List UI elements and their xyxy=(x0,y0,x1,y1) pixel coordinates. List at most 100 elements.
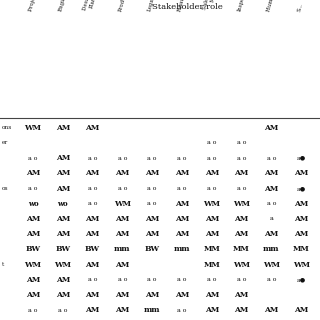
Text: AM: AM xyxy=(175,215,189,223)
Text: AM: AM xyxy=(204,291,219,299)
Text: AM: AM xyxy=(56,185,70,193)
Text: a o: a o xyxy=(147,201,157,206)
Text: Financial: Financial xyxy=(177,0,188,12)
Text: mm: mm xyxy=(174,245,190,253)
Text: AM: AM xyxy=(85,169,100,177)
Text: AM: AM xyxy=(145,169,159,177)
Text: AM: AM xyxy=(264,124,278,132)
Text: AM: AM xyxy=(175,200,189,208)
Text: AM: AM xyxy=(56,124,70,132)
Text: AM: AM xyxy=(85,215,100,223)
Text: AM: AM xyxy=(56,154,70,162)
Text: Production: Production xyxy=(117,0,130,12)
Text: a o: a o xyxy=(147,186,157,191)
Text: a o: a o xyxy=(28,308,38,313)
Text: a o: a o xyxy=(147,277,157,283)
Text: a o: a o xyxy=(177,186,187,191)
Text: AM: AM xyxy=(85,306,100,314)
Text: WM: WM xyxy=(233,200,250,208)
Text: a●: a● xyxy=(296,186,306,191)
Text: mm: mm xyxy=(114,245,131,253)
Text: a o: a o xyxy=(207,186,216,191)
Text: AM: AM xyxy=(26,276,40,284)
Text: S...: S... xyxy=(296,2,303,12)
Text: MM: MM xyxy=(203,245,220,253)
Text: Legal: Legal xyxy=(147,0,156,12)
Text: a o: a o xyxy=(207,156,216,161)
Text: a o: a o xyxy=(117,277,127,283)
Text: a o: a o xyxy=(147,156,157,161)
Text: a o: a o xyxy=(177,277,187,283)
Text: WM: WM xyxy=(24,261,41,269)
Text: AM: AM xyxy=(264,306,278,314)
Text: AM: AM xyxy=(204,230,219,238)
Text: AM: AM xyxy=(234,291,249,299)
Text: a o: a o xyxy=(88,277,97,283)
Text: wo: wo xyxy=(28,200,38,208)
Text: er: er xyxy=(2,140,8,145)
Text: AM: AM xyxy=(294,306,308,314)
Text: a o: a o xyxy=(88,186,97,191)
Text: AM: AM xyxy=(115,261,129,269)
Text: a o: a o xyxy=(28,156,38,161)
Text: a o: a o xyxy=(267,277,276,283)
Text: AM: AM xyxy=(85,291,100,299)
Text: Design and
Planning: Design and Planning xyxy=(83,0,101,12)
Text: WM: WM xyxy=(114,200,131,208)
Text: AM: AM xyxy=(264,230,278,238)
Text: AM: AM xyxy=(145,230,159,238)
Text: Stakeholder role: Stakeholder role xyxy=(153,3,223,11)
Text: a o: a o xyxy=(58,308,68,313)
Text: a o: a o xyxy=(207,140,216,145)
Text: a o: a o xyxy=(117,186,127,191)
Text: a o: a o xyxy=(267,201,276,206)
Text: AM: AM xyxy=(145,291,159,299)
Text: AM: AM xyxy=(204,306,219,314)
Text: AM: AM xyxy=(175,230,189,238)
Text: mm: mm xyxy=(263,245,280,253)
Text: a●: a● xyxy=(296,277,306,283)
Text: BW: BW xyxy=(145,245,160,253)
Text: a o: a o xyxy=(177,308,187,313)
Text: Engineers: Engineers xyxy=(58,0,70,12)
Text: WM: WM xyxy=(203,200,220,208)
Text: AM: AM xyxy=(204,169,219,177)
Text: WM: WM xyxy=(233,261,250,269)
Text: Project Manager: Project Manager xyxy=(28,0,45,12)
Text: a o: a o xyxy=(237,140,246,145)
Text: AM: AM xyxy=(56,215,70,223)
Text: AM: AM xyxy=(85,124,100,132)
Text: AM: AM xyxy=(115,306,129,314)
Text: WM: WM xyxy=(263,261,280,269)
Text: AM: AM xyxy=(115,291,129,299)
Text: AM: AM xyxy=(204,215,219,223)
Text: AM: AM xyxy=(294,215,308,223)
Text: os: os xyxy=(2,186,9,191)
Text: MM: MM xyxy=(293,245,309,253)
Text: Human resource: Human resource xyxy=(267,0,284,12)
Text: AM: AM xyxy=(234,306,249,314)
Text: wo: wo xyxy=(57,200,68,208)
Text: a o: a o xyxy=(88,156,97,161)
Text: AM: AM xyxy=(56,169,70,177)
Text: a o: a o xyxy=(177,156,187,161)
Text: a o: a o xyxy=(207,277,216,283)
Text: AM: AM xyxy=(56,276,70,284)
Text: AM: AM xyxy=(26,291,40,299)
Text: a o: a o xyxy=(237,186,246,191)
Text: WM: WM xyxy=(54,261,71,269)
Text: AM: AM xyxy=(264,169,278,177)
Text: AM: AM xyxy=(85,261,100,269)
Text: AM: AM xyxy=(294,230,308,238)
Text: AM: AM xyxy=(294,200,308,208)
Text: AM: AM xyxy=(115,215,129,223)
Text: a●: a● xyxy=(296,156,306,161)
Text: AM: AM xyxy=(234,230,249,238)
Text: BW: BW xyxy=(85,245,100,253)
Text: a o: a o xyxy=(267,156,276,161)
Text: AM: AM xyxy=(85,230,100,238)
Text: a o: a o xyxy=(88,201,97,206)
Text: mm: mm xyxy=(144,306,160,314)
Text: AM: AM xyxy=(294,169,308,177)
Text: MM: MM xyxy=(233,245,250,253)
